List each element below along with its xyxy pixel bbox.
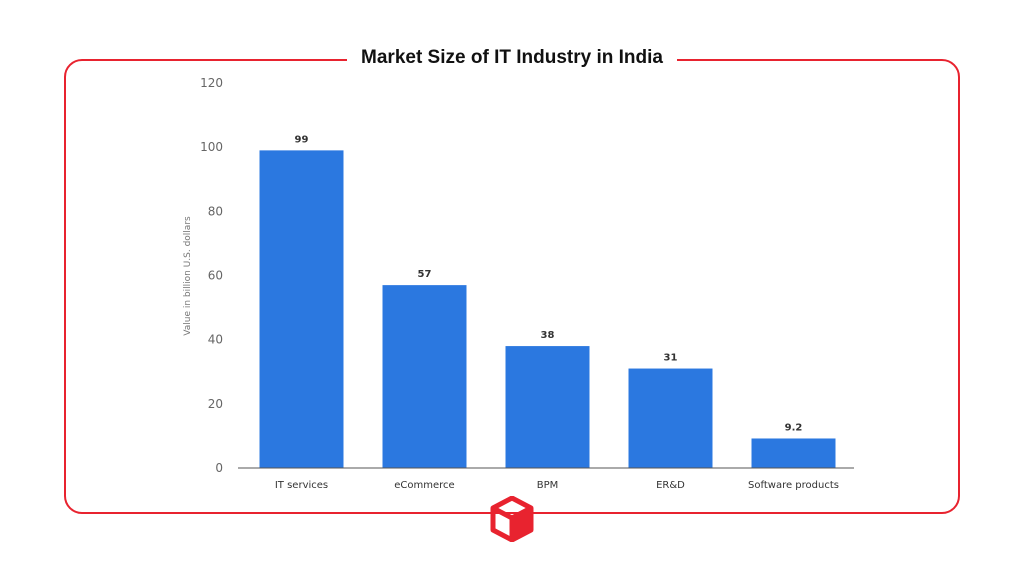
y-tick-label: 80 xyxy=(208,204,223,218)
bar xyxy=(751,438,836,468)
bar xyxy=(259,150,344,468)
data-label: 31 xyxy=(664,353,678,364)
y-tick-label: 60 xyxy=(208,269,223,283)
x-tick-label: IT services xyxy=(275,480,328,491)
x-tick-label: BPM xyxy=(537,480,559,491)
cube-logo-icon xyxy=(490,496,534,542)
y-axis-label: Value in billion U.S. dollars xyxy=(183,216,193,336)
data-label: 9.2 xyxy=(785,422,803,433)
bar xyxy=(382,285,467,468)
data-label: 57 xyxy=(418,269,432,280)
y-tick-label: 40 xyxy=(208,333,223,347)
title-wrap: Market Size of IT Industry in India xyxy=(0,44,1024,72)
data-label: 99 xyxy=(295,134,309,145)
y-tick-label: 20 xyxy=(208,397,223,411)
x-axis-categories: IT services eCommerce BPM ER&D Software prod… xyxy=(275,480,839,491)
y-tick-label: 100 xyxy=(200,140,223,154)
value-labels: 99 57 38 31 9.2 xyxy=(295,134,803,433)
data-label: 38 xyxy=(541,330,555,341)
y-axis-ticks: 0 20 40 60 80 100 120 xyxy=(200,76,223,475)
y-tick-label: 0 xyxy=(215,461,223,475)
x-tick-label: eCommerce xyxy=(394,480,454,491)
x-tick-label: Software products xyxy=(748,480,839,491)
bar xyxy=(505,346,590,468)
bar xyxy=(628,368,713,468)
y-tick-label: 120 xyxy=(200,76,223,90)
x-tick-label: ER&D xyxy=(656,480,685,491)
bars xyxy=(259,150,836,468)
chart-title: Market Size of IT Industry in India xyxy=(347,44,677,72)
